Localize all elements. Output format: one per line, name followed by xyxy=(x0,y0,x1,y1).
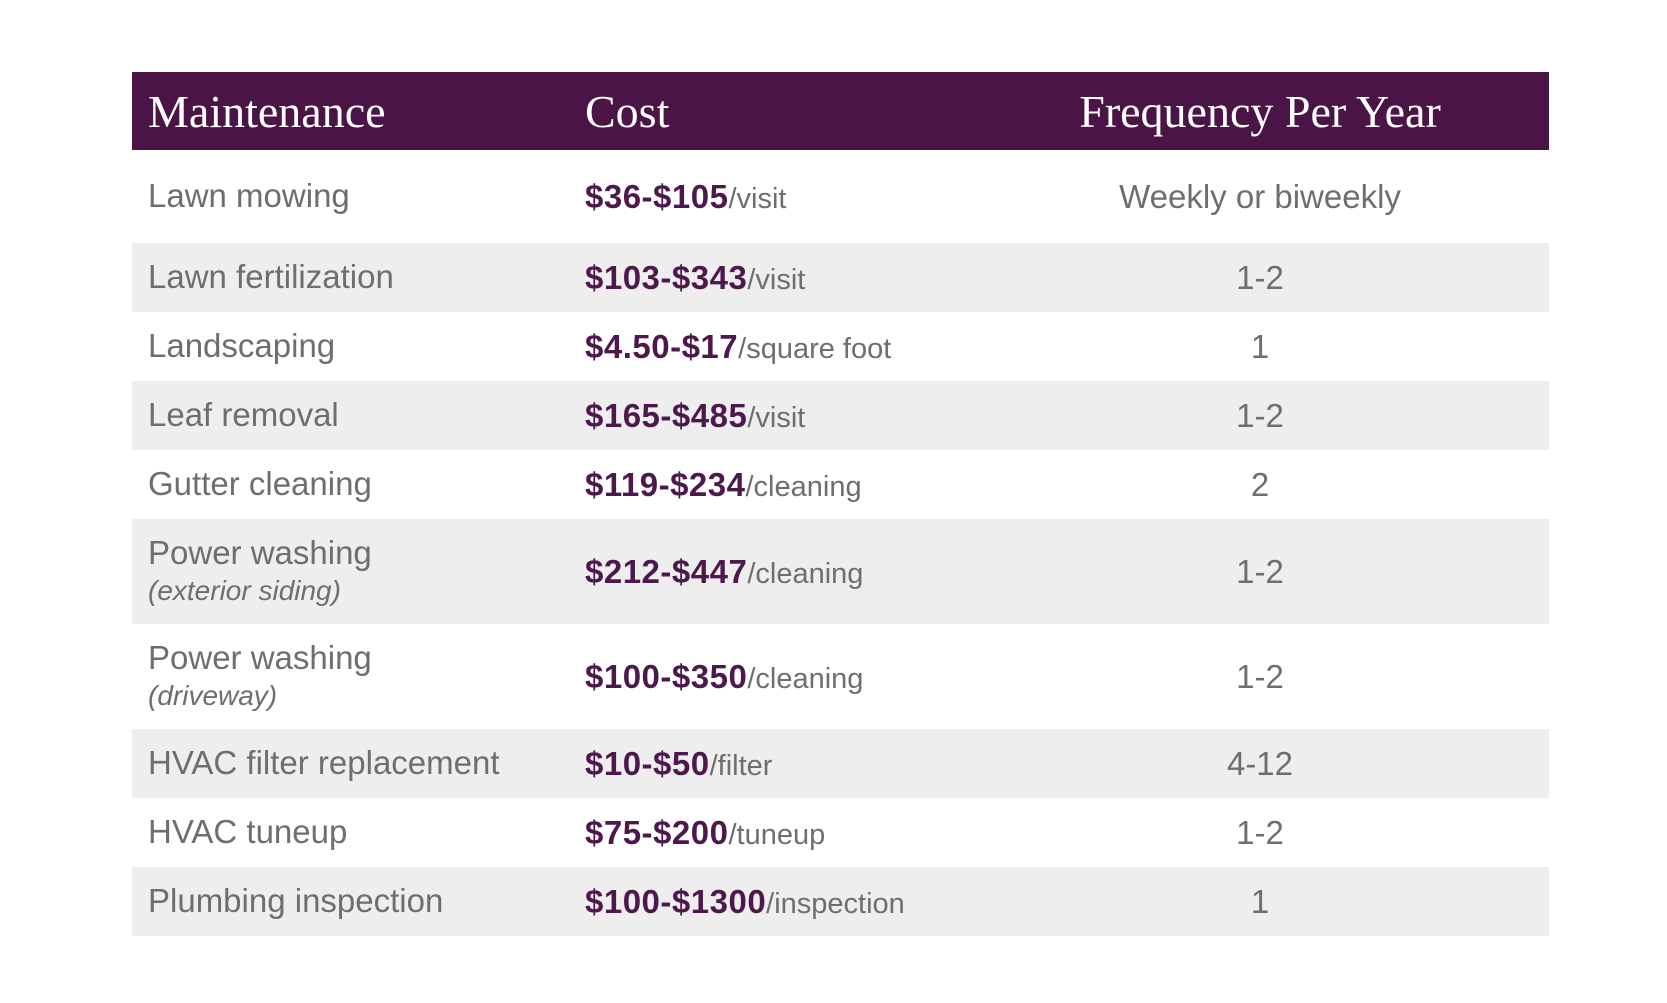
cost-unit: /tuneup xyxy=(728,818,826,851)
maintenance-name: HVAC tuneup xyxy=(148,813,348,851)
cost-price: $36-$105 xyxy=(585,177,729,215)
table-row: Landscaping $4.50-$17/square foot 1 xyxy=(132,312,1549,381)
cost-cell: $36-$105/visit xyxy=(585,178,971,216)
table-header: Maintenance Cost Frequency Per Year xyxy=(132,72,1549,150)
maintenance-cell: Leaf removal xyxy=(132,396,585,434)
maintenance-cell: Plumbing inspection xyxy=(132,882,585,920)
maintenance-name: Lawn mowing xyxy=(148,177,350,215)
maintenance-cost-table: Maintenance Cost Frequency Per Year Lawn… xyxy=(132,72,1549,936)
cost-cell: $4.50-$17/square foot xyxy=(585,328,971,366)
maintenance-note: (driveway) xyxy=(148,680,278,712)
frequency-cell: 1-2 xyxy=(1236,396,1284,434)
cost-unit: /filter xyxy=(709,749,773,782)
maintenance-name: Plumbing inspection xyxy=(148,882,444,920)
frequency-cell: 1-2 xyxy=(1236,552,1284,590)
maintenance-cell: HVAC tuneup xyxy=(132,813,585,851)
cost-cell: $75-$200/tuneup xyxy=(585,814,971,852)
maintenance-name: Lawn fertilization xyxy=(148,258,394,296)
cost-unit: /square foot xyxy=(738,332,892,365)
table-row: Leaf removal $165-$485/visit 1-2 xyxy=(132,381,1549,450)
cost-unit: /cleaning xyxy=(745,470,862,503)
cost-price: $103-$343 xyxy=(585,258,748,296)
cost-price: $10-$50 xyxy=(585,744,710,782)
table-row: HVAC tuneup $75-$200/tuneup 1-2 xyxy=(132,798,1549,867)
cost-unit: /visit xyxy=(747,263,806,296)
frequency-cell: 2 xyxy=(1250,465,1270,503)
header-maintenance: Maintenance xyxy=(148,85,386,137)
cost-price: $75-$200 xyxy=(585,813,729,851)
cost-unit: /visit xyxy=(728,182,787,215)
table-row: Power washing (driveway) $100-$350/cleanin… xyxy=(132,624,1549,729)
maintenance-cell: Power washing (driveway) xyxy=(132,639,585,712)
cost-unit: /cleaning xyxy=(747,662,864,695)
cost-cell: $212-$447/cleaning xyxy=(585,553,971,591)
maintenance-cell: HVAC filter replacement xyxy=(132,744,585,782)
cost-cell: $119-$234/cleaning xyxy=(585,466,971,504)
cost-price: $100-$350 xyxy=(585,657,748,695)
cost-unit: /cleaning xyxy=(747,557,864,590)
frequency-cell: 1 xyxy=(1250,882,1270,920)
cost-price: $4.50-$17 xyxy=(585,327,739,365)
table-row: Power washing (exterior siding) $212-$447/… xyxy=(132,519,1549,624)
maintenance-name: Landscaping xyxy=(148,327,336,365)
maintenance-cell: Lawn fertilization xyxy=(132,258,585,296)
maintenance-cell: Gutter cleaning xyxy=(132,465,585,503)
maintenance-name: Leaf removal xyxy=(148,396,339,434)
cost-cell: $165-$485/visit xyxy=(585,397,971,435)
maintenance-cell: Landscaping xyxy=(132,327,585,365)
maintenance-note: (exterior siding) xyxy=(148,575,341,607)
maintenance-name: Power washing xyxy=(148,534,372,572)
cost-unit: /inspection xyxy=(766,887,905,920)
table-row: Plumbing inspection $100-$1300/inspection… xyxy=(132,867,1549,936)
maintenance-name: Power washing xyxy=(148,639,372,677)
cost-price: $100-$1300 xyxy=(585,882,767,920)
cost-cell: $103-$343/visit xyxy=(585,259,971,297)
table-row: Gutter cleaning $119-$234/cleaning 2 xyxy=(132,450,1549,519)
table-row: HVAC filter replacement $10-$50/filter 4-1… xyxy=(132,729,1549,798)
header-frequency: Frequency Per Year xyxy=(1079,85,1441,137)
cost-cell: $10-$50/filter xyxy=(585,745,971,783)
table-row: Lawn mowing $36-$105/visit Weekly or biwee… xyxy=(132,150,1549,243)
cost-unit: /visit xyxy=(747,401,806,434)
cost-price: $165-$485 xyxy=(585,396,748,434)
cost-cell: $100-$350/cleaning xyxy=(585,658,971,696)
maintenance-name: Gutter cleaning xyxy=(148,465,372,503)
cost-price: $119-$234 xyxy=(585,465,746,503)
maintenance-cell: Power washing (exterior siding) xyxy=(132,534,585,607)
header-cost: Cost xyxy=(585,85,670,137)
frequency-cell: 1-2 xyxy=(1236,813,1284,851)
frequency-cell: 1-2 xyxy=(1236,258,1284,296)
maintenance-name: HVAC filter replacement xyxy=(148,744,500,782)
frequency-cell: Weekly or biweekly xyxy=(1119,177,1401,215)
cost-price: $212-$447 xyxy=(585,552,748,590)
table-body: Lawn mowing $36-$105/visit Weekly or biwee… xyxy=(132,150,1549,936)
cost-cell: $100-$1300/inspection xyxy=(585,883,971,921)
frequency-cell: 1-2 xyxy=(1236,657,1284,695)
maintenance-cell: Lawn mowing xyxy=(132,177,585,215)
table-row: Lawn fertilization $103-$343/visit 1-2 xyxy=(132,243,1549,312)
frequency-cell: 1 xyxy=(1250,327,1270,365)
frequency-cell: 4-12 xyxy=(1226,744,1294,782)
